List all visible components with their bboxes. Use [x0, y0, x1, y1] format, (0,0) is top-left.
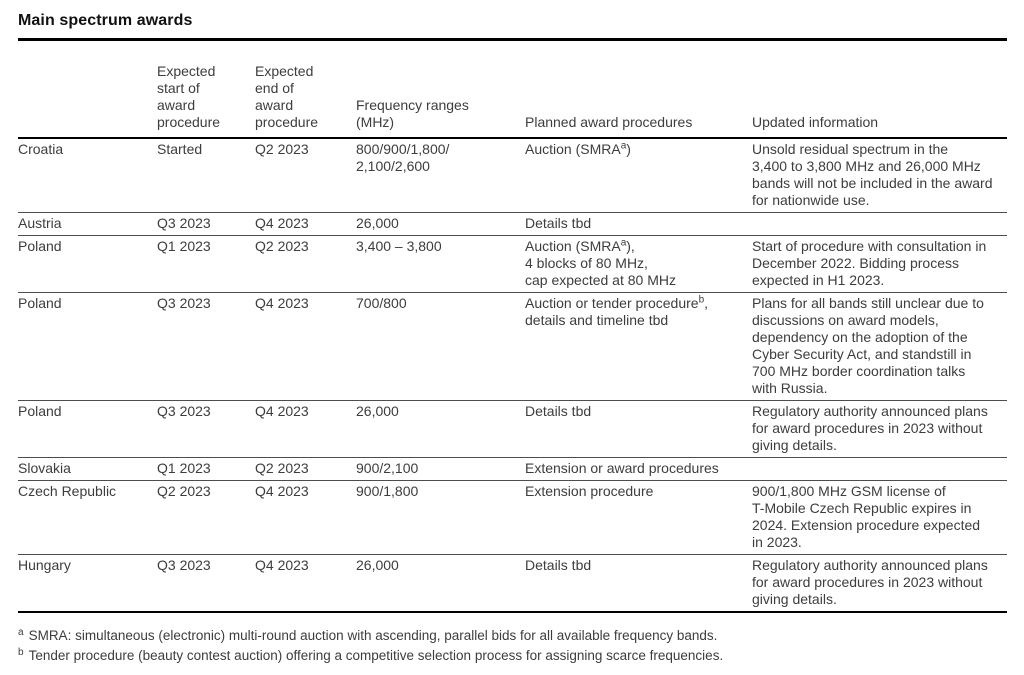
- cell-updated: Regulatory authority announced plans for…: [752, 557, 988, 607]
- table-row: Poland Q3 2023 Q4 2023 700/800 Auction or te…: [18, 292, 1007, 401]
- cell-start: Q3 2023: [157, 295, 211, 311]
- column-header-expected-start: Expected start of award procedure: [157, 63, 221, 130]
- cell-start: Q1 2023: [157, 460, 211, 476]
- cell-updated: [752, 213, 1007, 236]
- cell-end: Q4 2023: [255, 215, 309, 231]
- cell-country: Poland: [18, 238, 62, 254]
- cell-updated: [752, 458, 1007, 481]
- cell-updated: Plans for all bands still unclear due to…: [752, 295, 984, 396]
- footnote-reference: b: [698, 294, 705, 306]
- footnote-b-marker: b: [18, 646, 24, 658]
- cell-country: Poland: [18, 403, 62, 419]
- cell-updated: Unsold residual spectrum in the 3,400 to…: [752, 141, 993, 208]
- cell-country: Hungary: [18, 557, 71, 573]
- cell-start: Q2 2023: [157, 483, 211, 499]
- cell-start: Q1 2023: [157, 238, 211, 254]
- cell-updated: 900/1,800 MHz GSM license of T-Mobile Cz…: [752, 483, 981, 550]
- footnote-b: b Tender procedure (beauty contest auctio…: [18, 646, 1007, 666]
- cell-start: Started: [157, 141, 203, 157]
- cell-end: Q4 2023: [255, 483, 309, 499]
- header-row: Expected start of award procedure Expect…: [18, 41, 1007, 138]
- table-row: Poland Q1 2023 Q2 2023 3,400 – 3,800 Auction…: [18, 235, 1007, 293]
- cell-frequency: 26,000: [356, 557, 399, 573]
- cell-updated: Start of procedure with consultation in …: [752, 238, 987, 288]
- page-title: Main spectrum awards: [18, 12, 1007, 41]
- cell-procedure: Extension procedure: [525, 483, 654, 499]
- cell-start: Q3 2023: [157, 215, 211, 231]
- cell-procedure: Extension or award procedures: [525, 460, 719, 476]
- table-row: Poland Q3 2023 Q4 2023 26,000 Details tbd Reg…: [18, 400, 1007, 458]
- cell-procedure: Details tbd: [525, 403, 592, 419]
- cell-country: Poland: [18, 295, 62, 311]
- cell-procedure: Auction or tender procedureb, details an…: [525, 294, 709, 328]
- cell-country: Croatia: [18, 141, 64, 157]
- cell-frequency: 700/800: [356, 295, 407, 311]
- table-row: Slovakia Q1 2023 Q2 2023 900/2,100 Extension…: [18, 457, 1007, 481]
- column-header-country: [18, 41, 157, 138]
- cell-end: Q2 2023: [255, 238, 309, 254]
- footnote-reference: a: [620, 237, 627, 249]
- footnote-a-text: SMRA: simultaneous (electronic) multi-ro…: [28, 628, 718, 643]
- cell-updated: Regulatory authority announced plans for…: [752, 403, 988, 453]
- footnote-b-text: Tender procedure (beauty contest auction…: [28, 648, 724, 663]
- footnote-a: a SMRA: simultaneous (electronic) multi-r…: [18, 626, 1007, 646]
- cell-start: Q3 2023: [157, 403, 211, 419]
- cell-frequency: 900/1,800: [356, 483, 419, 499]
- table-body: Croatia Started Q2 2023 800/900/1,800/ 2,10…: [18, 138, 1007, 612]
- cell-end: Q4 2023: [255, 403, 309, 419]
- cell-end: Q2 2023: [255, 460, 309, 476]
- footnotes: a SMRA: simultaneous (electronic) multi-r…: [18, 626, 1007, 666]
- cell-procedure: Auction (SMRAa), 4 blocks of 80 MHz, cap…: [525, 237, 676, 288]
- cell-start: Q3 2023: [157, 557, 211, 573]
- column-header-updated-information: Updated information: [752, 114, 879, 130]
- table-row: Austria Q3 2023 Q4 2023 26,000 Details tbd: [18, 212, 1007, 236]
- cell-frequency: 3,400 – 3,800: [356, 238, 442, 254]
- table-row: Croatia Started Q2 2023 800/900/1,800/ 2,10…: [18, 138, 1007, 213]
- cell-procedure: Auction (SMRAa): [525, 140, 631, 157]
- cell-frequency: 800/900/1,800/ 2,100/2,600: [356, 141, 450, 174]
- cell-country: Czech Republic: [18, 483, 117, 499]
- cell-country: Austria: [18, 215, 62, 231]
- cell-procedure: Details tbd: [525, 557, 592, 573]
- cell-procedure: Details tbd: [525, 215, 592, 231]
- spectrum-awards-table: Expected start of award procedure Expect…: [18, 41, 1007, 613]
- table-header: Expected start of award procedure Expect…: [18, 41, 1007, 138]
- column-header-planned-procedures: Planned award procedures: [525, 114, 693, 130]
- column-header-frequency-ranges: Frequency ranges (MHz): [356, 97, 469, 130]
- column-header-expected-end: Expected end of award procedure: [255, 63, 319, 130]
- cell-end: Q2 2023: [255, 141, 309, 157]
- cell-frequency: 900/2,100: [356, 460, 419, 476]
- footnote-a-marker: a: [18, 626, 24, 638]
- cell-frequency: 26,000: [356, 215, 399, 231]
- cell-frequency: 26,000: [356, 403, 399, 419]
- footnote-reference: a: [620, 140, 627, 152]
- cell-end: Q4 2023: [255, 295, 309, 311]
- table-row: Hungary Q3 2023 Q4 2023 26,000 Details tbd Re…: [18, 554, 1007, 613]
- table-row: Czech Republic Q2 2023 Q4 2023 900/1,800 Ext…: [18, 480, 1007, 555]
- cell-country: Slovakia: [18, 460, 71, 476]
- cell-end: Q4 2023: [255, 557, 309, 573]
